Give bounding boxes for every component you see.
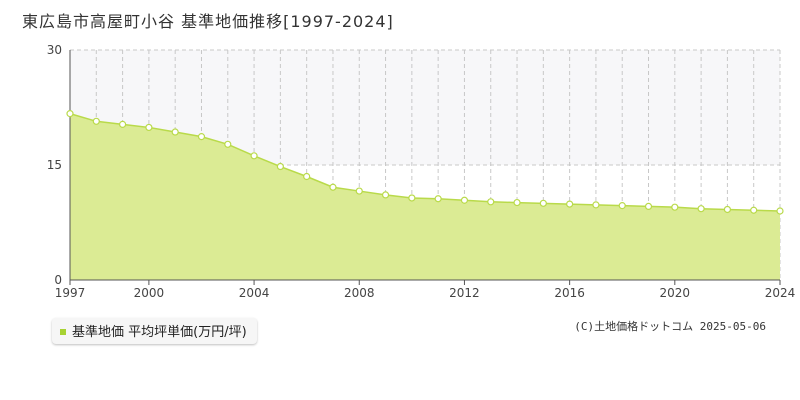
data-point	[329, 183, 337, 191]
legend-label: 基準地価 平均坪単価(万円/坪)	[72, 325, 247, 340]
x-tick-label: 2000	[134, 286, 165, 300]
data-point	[276, 162, 284, 171]
data-point	[197, 133, 206, 141]
credit-text: (C)土地価格ドットコム 2025-05-06	[574, 320, 766, 333]
data-point	[250, 152, 258, 160]
x-tick-label: 2024	[765, 286, 796, 300]
x-tick-label: 2020	[660, 286, 691, 300]
data-point	[487, 198, 495, 206]
data-point	[618, 202, 626, 210]
x-tick-label: 1997	[55, 286, 86, 300]
data-point	[697, 205, 705, 213]
x-tick-label: 2016	[554, 286, 585, 300]
data-point	[92, 117, 100, 125]
data-point	[355, 187, 363, 195]
data-point	[566, 200, 574, 208]
data-point	[303, 172, 311, 181]
data-point	[644, 202, 653, 210]
legend: 基準地価 平均坪単価(万円/坪)	[52, 318, 257, 344]
series-line	[69, 112, 781, 212]
data-point	[224, 140, 232, 148]
data-point	[776, 207, 784, 215]
data-point	[66, 110, 74, 118]
data-point	[460, 196, 469, 204]
data-point	[145, 123, 153, 132]
data-point	[671, 203, 679, 211]
data-point	[381, 191, 390, 199]
y-tick-label: 0	[54, 273, 62, 287]
data-point	[434, 195, 442, 203]
x-tick-label: 2012	[449, 286, 480, 300]
y-tick-label: 15	[47, 158, 62, 172]
data-point	[171, 128, 179, 136]
x-tick-label: 2008	[344, 286, 375, 300]
x-tick-label: 2004	[239, 286, 270, 300]
data-point	[592, 201, 600, 209]
data-point	[750, 206, 758, 214]
data-point	[118, 120, 127, 128]
series-area	[70, 113, 780, 280]
data-point	[513, 198, 521, 207]
data-point	[723, 205, 732, 214]
data-point	[539, 199, 547, 207]
y-tick-label: 30	[47, 43, 62, 57]
data-point	[408, 194, 416, 202]
legend-swatch	[60, 328, 66, 335]
chart-title: 東広島市高屋町小谷 基準地価推移[1997-2024]	[22, 12, 394, 31]
